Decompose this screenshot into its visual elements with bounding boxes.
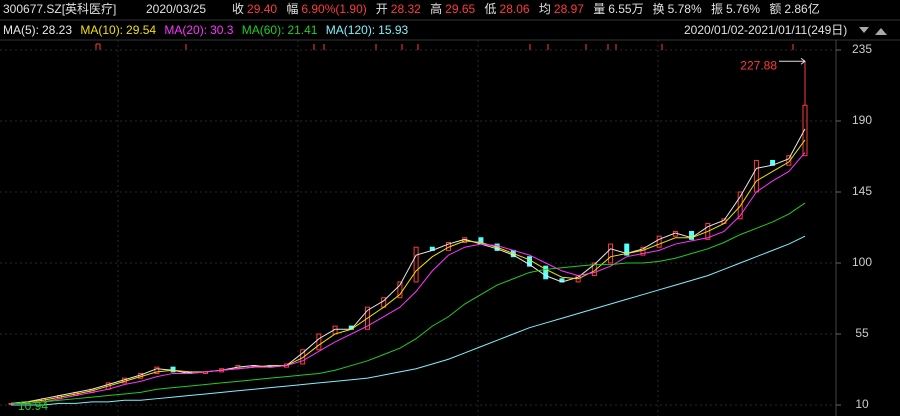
ma-line <box>11 202 806 404</box>
header-value: 28.32 <box>391 2 421 16</box>
legend-name: MA(10): <box>80 23 123 37</box>
header-value: 6.90%(1.90) <box>301 2 366 16</box>
event-markers <box>95 43 794 50</box>
header-value: 29.65 <box>445 2 475 16</box>
header-label: 收 <box>232 2 244 16</box>
header-value: 5.76% <box>726 2 760 16</box>
candle <box>543 265 549 280</box>
legend-value: 29.54 <box>126 23 156 37</box>
header-label: 幅 <box>286 1 298 16</box>
candle <box>364 306 370 330</box>
legend-name: MA(60): <box>242 23 285 37</box>
y-tick-label: 10 <box>855 397 869 411</box>
candle <box>170 366 176 373</box>
header-value: 6.55万 <box>608 2 643 16</box>
header-value: 29.40 <box>247 2 277 16</box>
legend-name: MA(20): <box>164 23 207 37</box>
candle <box>624 243 630 256</box>
candle <box>300 349 306 365</box>
legend-name: MA(5): <box>3 23 39 37</box>
stock-code: 300677.SZ[英科医疗] <box>3 2 116 16</box>
header-value: 5.78% <box>668 2 702 16</box>
header-label: 低 <box>485 2 497 16</box>
header-label: 量 <box>593 2 605 16</box>
legend-value: 28.23 <box>42 23 72 37</box>
y-tick-label: 55 <box>855 326 869 340</box>
header-label: 额 <box>769 2 781 16</box>
date: 2020/03/25 <box>146 2 206 16</box>
legend-value: 15.93 <box>378 23 408 37</box>
max-arrow <box>779 57 806 65</box>
collapse-icon[interactable] <box>875 28 887 35</box>
candle <box>786 155 792 166</box>
header-value: 28.97 <box>554 2 584 16</box>
legend-name: MA(120): <box>326 23 375 37</box>
y-tick-label: 190 <box>852 113 872 127</box>
candle <box>397 281 403 299</box>
max-label: 227.88 <box>740 58 777 72</box>
candle <box>705 223 711 240</box>
header-label: 振 <box>711 2 723 16</box>
header-value: 2.86亿 <box>784 1 819 16</box>
ma-line <box>10 139 806 404</box>
header-label: 换 <box>653 2 665 16</box>
candle <box>413 246 419 283</box>
dropdown-icon[interactable] <box>859 27 869 33</box>
candle <box>689 230 695 240</box>
candle <box>753 159 759 193</box>
header-label: 均 <box>539 2 551 16</box>
ma-line <box>11 235 806 406</box>
vertical-grid <box>117 40 659 416</box>
header-label: 高 <box>430 1 442 16</box>
candle <box>608 243 614 264</box>
header-value: 28.06 <box>500 2 530 16</box>
ma-line <box>10 128 806 404</box>
candle <box>154 366 160 374</box>
ma-line <box>11 152 806 404</box>
candle <box>737 191 743 220</box>
candle <box>316 333 322 351</box>
date-range: 2020/01/02-2021/01/11(249日) <box>684 23 847 37</box>
y-tick-label: 235 <box>852 42 872 56</box>
legend-value: 21.41 <box>287 23 317 37</box>
legend-value: 30.3 <box>210 23 234 37</box>
y-tick-label: 145 <box>852 184 872 198</box>
y-tick-label: 100 <box>852 255 872 269</box>
header-label: 开 <box>376 2 388 16</box>
candle <box>656 235 662 248</box>
min-label: 10.94 <box>18 399 48 413</box>
